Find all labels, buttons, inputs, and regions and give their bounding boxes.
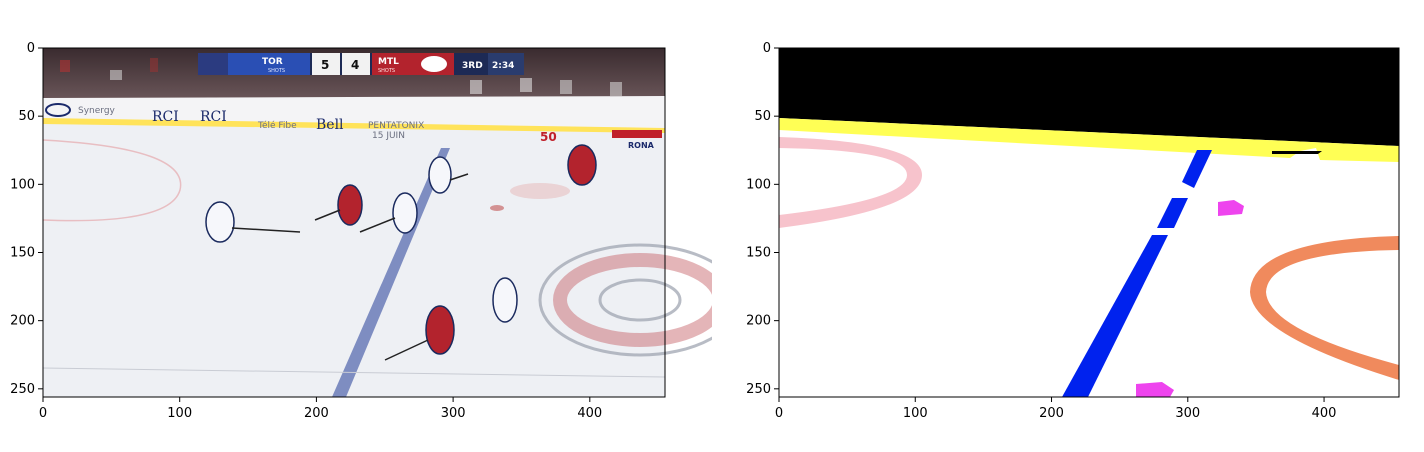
left-x-tick-label: 400 (577, 406, 602, 421)
right-x-tick-label: 400 (1312, 406, 1337, 421)
right-x-tick-label: 300 (1175, 406, 1200, 421)
seg-dot-1 (1218, 200, 1244, 216)
board-sponsor-50: 50 (540, 130, 557, 144)
right-y-tick-label: 50 (754, 109, 771, 124)
hockey-frame: Synergy RCI RCI Télé Fibe Bell PENTATONI… (42, 48, 712, 397)
seg-center-line-mid (1157, 198, 1188, 228)
shots-label-home: SHOTS (378, 68, 395, 74)
axes-ticks-right: 0 100 200 300 400 0 50 100 150 200 250 (746, 41, 1336, 421)
image-panel-frame: Synergy RCI RCI Télé Fibe Bell PENTATONI… (10, 41, 712, 421)
player-white-2 (359, 192, 418, 234)
board-sponsor-rci-1: RCI (152, 109, 179, 125)
right-y-tick-label: 200 (746, 314, 771, 329)
scorebug: TOR SHOTS 5 4 MTL SHOTS 3RD 2:34 (198, 53, 524, 75)
axes-frame-left (42, 47, 666, 398)
right-y-tick-label: 150 (746, 245, 771, 260)
score-home: 4 (351, 58, 359, 72)
left-y-tick-label: 150 (10, 245, 35, 260)
axes-ticks-left: 0 100 200 300 400 0 50 100 150 200 250 (10, 41, 602, 421)
left-x-tick-label: 100 (167, 406, 192, 421)
player-red-2 (567, 144, 597, 186)
board-sponsor-fibe: Télé Fibe (257, 120, 297, 131)
score-away: 5 (321, 58, 329, 72)
image-panel-segmentation: 0 100 200 300 400 0 50 100 150 200 250 (712, 0, 1424, 452)
seg-dot-2 (1136, 382, 1174, 397)
board-sponsor-synergy: Synergy (78, 106, 116, 116)
team-home-label: MTL (378, 57, 399, 67)
right-y-tick-label: 100 (746, 177, 771, 192)
seg-center-line-upper (1182, 150, 1212, 188)
segmentation-mask (779, 48, 1399, 397)
board-sponsor-rona: RONA (628, 141, 655, 150)
player-red-1 (314, 184, 363, 226)
left-y-tick-label: 100 (10, 177, 35, 192)
seg-crowd (779, 48, 1399, 146)
board-sponsor-date: 15 JUIN (372, 131, 405, 141)
right-x-tick-label: 100 (903, 406, 928, 421)
right-y-tick-label: 0 (763, 41, 771, 56)
player-white-1 (205, 201, 301, 243)
left-x-tick-label: 200 (304, 406, 329, 421)
board-sponsor-pentatonix: PENTATONIX (368, 121, 424, 131)
center-blue-line (332, 148, 450, 397)
left-y-tick-label: 0 (27, 41, 35, 56)
board-sponsor-bell: Bell (316, 117, 344, 133)
left-x-tick-label: 300 (441, 406, 466, 421)
seg-boards (779, 118, 1399, 162)
seg-center-line-lower (1062, 235, 1168, 397)
left-x-tick-label: 0 (39, 406, 47, 421)
player-white-3 (428, 156, 469, 194)
player-red-3 (384, 305, 455, 361)
player-white-4 (492, 277, 518, 323)
right-x-tick-label: 200 (1039, 406, 1064, 421)
left-y-tick-label: 250 (10, 382, 35, 397)
game-clock: 2:34 (492, 61, 514, 71)
period-label: 3RD (462, 61, 483, 71)
seg-circle-right (1250, 236, 1399, 380)
left-y-tick-label: 200 (10, 314, 35, 329)
seg-circle-left (779, 137, 922, 228)
left-y-tick-label: 50 (18, 109, 35, 124)
team-away-label: TOR (262, 57, 283, 67)
axes-frame-right (778, 47, 1400, 398)
right-x-tick-label: 0 (775, 406, 783, 421)
board-sponsor-rci-2: RCI (200, 109, 227, 125)
shots-label-away: SHOTS (268, 68, 285, 74)
right-y-tick-label: 250 (746, 382, 771, 397)
